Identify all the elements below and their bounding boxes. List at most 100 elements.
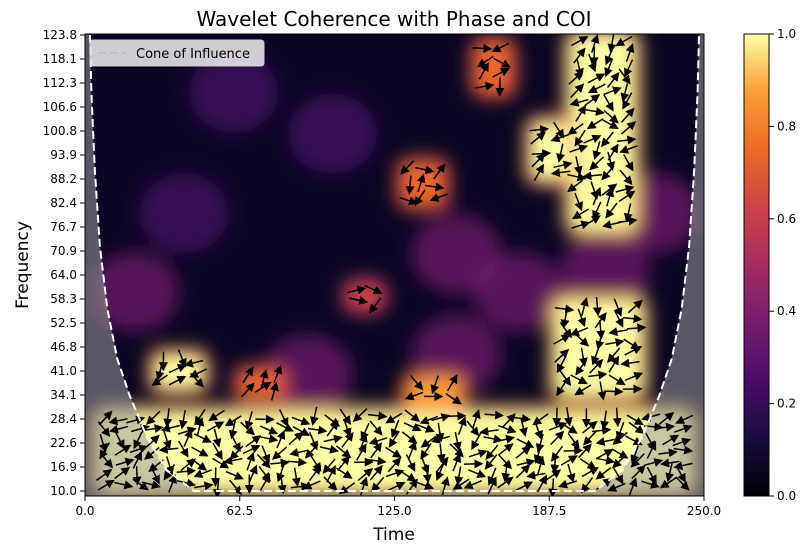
phase-arrow	[431, 413, 451, 422]
phase-arrow	[155, 361, 165, 381]
phase-arrow	[577, 308, 587, 328]
phase-arrow	[603, 94, 614, 112]
phase-arrow	[400, 160, 415, 175]
phase-arrow	[468, 469, 487, 478]
y-axis: 10.0 16.9 22.6 28.4 34.1 41.0 46.8 52.5 58.3 64.0…	[43, 28, 85, 498]
phase-arrow	[497, 476, 514, 489]
phase-arrow	[308, 464, 322, 482]
phase-arrow	[495, 434, 516, 444]
phase-arrow	[141, 480, 161, 490]
y-tick-label: 34.1	[50, 388, 77, 402]
phase-arrow	[385, 446, 402, 459]
phase-arrow	[553, 160, 573, 170]
phase-arrow	[146, 410, 161, 425]
phase-arrow	[585, 107, 605, 116]
phase-arrow	[256, 453, 271, 469]
phase-arrow	[644, 458, 664, 467]
plot-area	[85, 34, 704, 496]
y-tick-label: 88.2	[50, 172, 77, 186]
phase-arrow	[619, 169, 633, 186]
phase-arrow	[544, 469, 562, 482]
phase-arrow	[319, 444, 339, 454]
phase-arrow	[194, 481, 214, 491]
phase-arrow	[178, 410, 188, 430]
phase-arrow	[567, 172, 587, 182]
phase-arrow	[244, 411, 254, 431]
phase-arrow	[388, 430, 400, 448]
phase-arrow	[556, 355, 567, 374]
phase-arrow	[466, 420, 480, 437]
phase-arrow	[242, 444, 261, 455]
phase-arrow	[98, 410, 113, 426]
phase-arrow	[580, 297, 589, 317]
phase-arrow	[535, 433, 545, 453]
phase-arrow	[515, 464, 531, 479]
phase-arrow	[415, 165, 435, 175]
phase-arrow	[132, 478, 149, 491]
phase-arrow	[675, 465, 686, 483]
phase-arrow	[287, 457, 308, 467]
phase-arrow	[672, 437, 692, 447]
phase-arrow	[618, 68, 631, 85]
phase-arrow	[587, 83, 606, 93]
phase-arrow	[591, 425, 612, 435]
phase-arrow	[516, 458, 536, 468]
phase-arrow	[420, 442, 432, 460]
phase-arrow	[472, 43, 493, 53]
colorbar-ticks: 0.0 0.2 0.4 0.6 0.8 1.0	[769, 27, 796, 503]
phase-arrow	[550, 168, 571, 178]
legend-box	[89, 39, 265, 67]
phase-arrow	[337, 455, 351, 471]
phase-arrow	[614, 309, 624, 328]
phase-arrow	[556, 379, 568, 397]
phase-arrow	[304, 443, 319, 459]
x-tick-label: 125.0	[377, 504, 411, 518]
phase-arrow	[339, 408, 352, 426]
phase-arrow	[475, 81, 495, 91]
phase-arrow	[616, 135, 637, 145]
phase-arrow	[641, 480, 660, 489]
phase-arrow	[574, 129, 586, 147]
colorbar-tick-label: 0.2	[777, 397, 796, 411]
phase-arrow	[162, 430, 172, 450]
phase-arrow	[404, 409, 421, 423]
y-tick-label: 46.8	[50, 340, 77, 354]
x-tick-label: 250.0	[687, 504, 721, 518]
phase-arrow	[364, 284, 383, 295]
phase-arrow	[550, 133, 570, 143]
phase-arrow	[586, 118, 604, 130]
phase-arrow	[326, 465, 336, 483]
phase-arrow	[569, 144, 589, 153]
phase-arrow	[582, 171, 602, 181]
legend: Cone of Influence	[89, 39, 265, 67]
phase-arrow	[624, 346, 643, 356]
phase-arrow	[646, 440, 657, 459]
phase-arrow	[630, 453, 645, 468]
phase-arrow	[176, 478, 196, 488]
phase-arrow	[484, 410, 504, 420]
x-axis-label: Time	[372, 525, 415, 545]
phase-arrow	[405, 454, 416, 472]
phase-arrow	[425, 182, 445, 192]
phase-arrow	[658, 448, 678, 458]
phase-arrow	[597, 381, 607, 401]
phase-arrow	[554, 304, 575, 314]
y-tick-label: 112.3	[43, 76, 77, 90]
phase-arrow	[163, 408, 173, 428]
y-tick-label: 123.8	[43, 28, 77, 42]
phase-arrow	[359, 476, 369, 496]
phase-arrow	[529, 125, 550, 135]
phase-arrow	[385, 412, 403, 424]
phase-arrow	[168, 376, 187, 386]
phase-arrow	[404, 391, 424, 401]
y-tick-label: 70.9	[50, 244, 77, 258]
phase-arrow	[368, 297, 382, 314]
phase-arrow	[422, 464, 432, 484]
phase-arrow	[416, 423, 435, 433]
phase-arrow	[560, 309, 570, 329]
coherence-region	[347, 283, 383, 309]
phase-arrow	[595, 467, 612, 480]
phase-arrow	[356, 443, 367, 461]
phase-arrow	[567, 122, 584, 135]
phase-arrow	[595, 455, 616, 465]
